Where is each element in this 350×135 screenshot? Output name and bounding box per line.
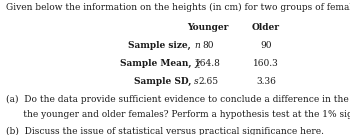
Text: χ̅: χ̅: [194, 59, 200, 68]
Text: (b)  Discuss the issue of statistical versus practical significance here.: (b) Discuss the issue of statistical ver…: [6, 127, 324, 135]
Text: Older: Older: [252, 23, 280, 32]
Text: Sample SD,: Sample SD,: [134, 77, 194, 86]
Text: Younger: Younger: [188, 23, 229, 32]
Text: s: s: [194, 77, 199, 86]
Text: Given below the information on the heights (in cm) for two groups of females.: Given below the information on the heigh…: [6, 3, 350, 13]
Text: Sample Mean,: Sample Mean,: [120, 59, 194, 68]
Text: the younger and older females? Perform a hypothesis test at the 1% significance : the younger and older females? Perform a…: [6, 110, 350, 119]
Text: 160.3: 160.3: [253, 59, 279, 68]
Text: (a)  Do the data provide sufficient evidence to conclude a difference in the hei: (a) Do the data provide sufficient evide…: [6, 95, 350, 104]
Text: 164.8: 164.8: [195, 59, 221, 68]
Text: Sample size,: Sample size,: [128, 41, 194, 50]
Text: 3.36: 3.36: [256, 77, 276, 86]
Text: 2.65: 2.65: [198, 77, 218, 86]
Text: 90: 90: [260, 41, 272, 50]
Text: n: n: [194, 41, 200, 50]
Text: 80: 80: [203, 41, 214, 50]
